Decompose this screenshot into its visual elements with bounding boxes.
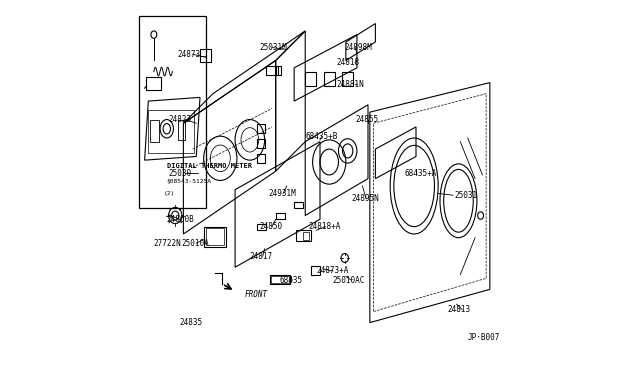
Text: 24895N: 24895N <box>351 195 379 203</box>
Text: 24873: 24873 <box>178 51 201 60</box>
Text: JP·B007: JP·B007 <box>468 333 500 342</box>
Bar <box>139 16 205 208</box>
Bar <box>270 275 291 284</box>
Text: 24835: 24835 <box>179 318 202 327</box>
Text: FRONT: FRONT <box>244 291 268 299</box>
Text: 24931M: 24931M <box>268 189 296 198</box>
Bar <box>204 227 226 247</box>
Bar <box>342 71 353 86</box>
Bar <box>178 119 185 140</box>
Text: 24850: 24850 <box>259 222 282 231</box>
Bar <box>311 266 320 275</box>
Text: 24823: 24823 <box>168 115 192 124</box>
Text: 24860B: 24860B <box>167 215 195 224</box>
Bar <box>257 139 264 148</box>
Text: 25031: 25031 <box>455 191 478 200</box>
Bar <box>296 230 311 241</box>
Text: 24818: 24818 <box>337 58 360 67</box>
Bar <box>200 56 205 62</box>
Bar <box>271 276 289 283</box>
Text: 68435+A: 68435+A <box>405 169 437 177</box>
Text: 24818+A: 24818+A <box>309 222 341 231</box>
Bar <box>148 110 195 153</box>
Bar <box>303 232 309 240</box>
Bar <box>276 66 281 75</box>
Text: 25010A: 25010A <box>182 239 209 248</box>
Text: 24817: 24817 <box>250 251 273 261</box>
Bar <box>294 202 303 208</box>
Bar <box>150 119 159 142</box>
Text: DIGITAL THERMO METER: DIGITAL THERMO METER <box>167 163 252 169</box>
Bar <box>324 71 335 86</box>
Bar <box>205 228 224 245</box>
Bar <box>257 124 264 133</box>
Text: §08543-5125A: §08543-5125A <box>167 178 212 183</box>
Text: 25031M: 25031M <box>259 43 287 52</box>
Text: 24881N: 24881N <box>337 80 364 89</box>
Text: 27722N: 27722N <box>153 239 181 248</box>
Bar <box>276 212 285 219</box>
Text: 68435+B: 68435+B <box>305 132 338 141</box>
Text: 24855: 24855 <box>355 115 378 124</box>
Text: 24873+A: 24873+A <box>316 266 349 275</box>
Text: 24898M: 24898M <box>344 43 372 52</box>
Text: 68435: 68435 <box>280 276 303 285</box>
Text: 25030: 25030 <box>168 169 192 177</box>
Bar <box>257 154 264 163</box>
Bar <box>200 49 211 62</box>
Bar <box>266 66 278 75</box>
Text: 25010AC: 25010AC <box>333 276 365 285</box>
Bar <box>305 71 316 86</box>
Bar <box>147 77 161 90</box>
Bar <box>257 224 266 230</box>
Text: 24813: 24813 <box>447 305 470 314</box>
Text: (2): (2) <box>164 191 175 196</box>
